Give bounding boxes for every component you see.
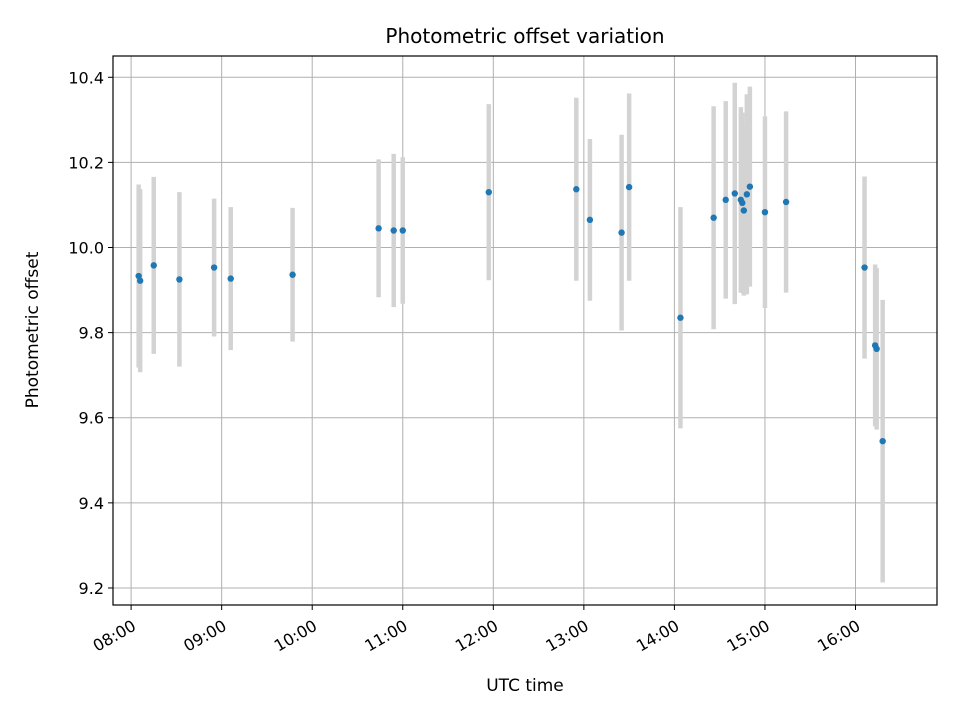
- data-point: [375, 225, 382, 232]
- data-point: [722, 196, 729, 204]
- data-point: [210, 264, 218, 271]
- data-point: [176, 276, 183, 283]
- data-point: [710, 214, 717, 221]
- data-point: [227, 275, 234, 282]
- y-axis-ticks: 9.2 9.4 9.6 9.8 10.0 10.2 10.4: [68, 68, 113, 598]
- data-point: [746, 183, 754, 190]
- y-tick-label: 9.6: [79, 409, 104, 428]
- data-point: [289, 271, 296, 278]
- data-point: [677, 314, 684, 321]
- data-point: [761, 208, 769, 216]
- data-point: [873, 345, 880, 352]
- data-point: [743, 191, 751, 198]
- grid-lines: [113, 56, 937, 605]
- data-point: [879, 437, 886, 445]
- data-point: [136, 277, 144, 284]
- y-tick-label: 9.8: [79, 324, 104, 343]
- data-point: [586, 216, 594, 224]
- data-points: [135, 183, 886, 445]
- y-tick-label: 9.4: [79, 494, 104, 513]
- data-point: [618, 229, 625, 236]
- data-point: [150, 262, 157, 269]
- y-tick-label: 10.2: [68, 153, 104, 172]
- y-tick-label: 10.4: [68, 68, 104, 87]
- data-point: [731, 190, 738, 197]
- data-point: [740, 207, 748, 214]
- data-point: [861, 264, 868, 271]
- y-tick-label: 10.0: [68, 239, 104, 258]
- data-point: [573, 186, 580, 193]
- data-point: [390, 227, 397, 234]
- x-axis-label: UTC time: [486, 676, 564, 696]
- data-point: [399, 227, 406, 234]
- data-point: [485, 188, 492, 196]
- plot-frame: [112, 55, 938, 606]
- y-tick-label: 9.2: [79, 579, 104, 598]
- data-point: [739, 199, 746, 207]
- data-point: [625, 183, 633, 191]
- chart-title: Photometric offset variation: [385, 24, 664, 48]
- y-axis-label: Photometric offset: [23, 251, 43, 408]
- data-point: [782, 198, 790, 206]
